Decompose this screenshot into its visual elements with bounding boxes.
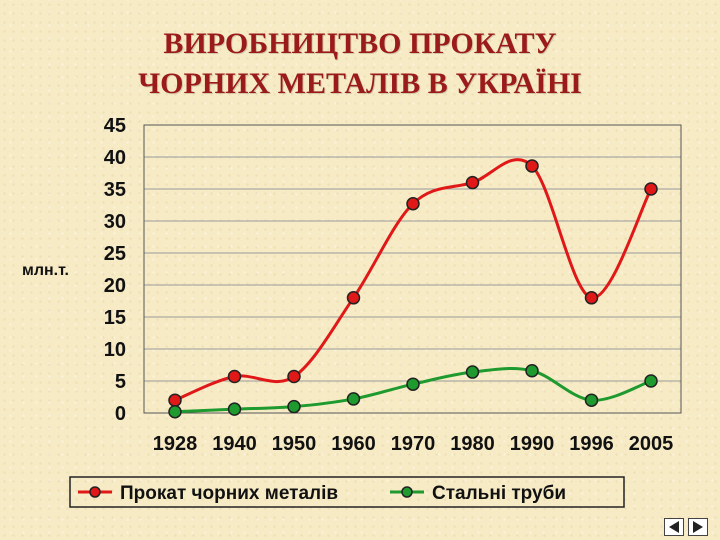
y-tick-label: 5 (115, 371, 126, 393)
data-point (644, 182, 658, 196)
series (168, 158, 658, 419)
y-tick-label: 0 (115, 403, 126, 425)
data-point (227, 369, 242, 384)
series-1 (168, 158, 658, 407)
x-axis-ticks: 1928 1940 1950 1960 1970 1980 1990 1996 2005 (153, 433, 674, 455)
legend-box (69, 476, 625, 508)
data-point (168, 404, 182, 419)
data-point (644, 374, 658, 388)
series-2 (168, 364, 658, 419)
x-tick-label: 1950 (272, 433, 317, 455)
x-tick-label: 1960 (331, 433, 376, 455)
y-tick-label: 35 (104, 179, 126, 201)
slide-title: ВИРОБНИЦТВО ПРОКАТУ ЧОРНИХ МЕТАЛІВ В УКР… (0, 24, 720, 104)
gridlines (144, 156, 681, 382)
x-tick-label: 2005 (629, 433, 674, 455)
y-tick-label: 20 (104, 275, 126, 297)
data-point (287, 369, 301, 384)
y-tick-label: 30 (104, 211, 126, 233)
legend-swatch-marker (89, 486, 101, 498)
data-point (168, 393, 182, 407)
legend-label: Прокат чорних металів (120, 483, 338, 504)
y-tick-label: 10 (104, 339, 126, 361)
x-tick-label: 1940 (212, 433, 257, 455)
x-tick-label: 1996 (569, 433, 614, 455)
data-point (525, 364, 539, 378)
x-tick-label: 1928 (153, 433, 198, 455)
data-point (346, 392, 361, 406)
series-line (174, 158, 653, 402)
y-axis-ticks: 0 5 10 15 20 25 30 35 40 45 (104, 115, 126, 425)
x-tick-label: 1980 (450, 433, 495, 455)
data-point (584, 291, 599, 305)
y-axis-label: млн.т. (22, 262, 69, 279)
next-slide-button[interactable] (688, 518, 708, 536)
previous-slide-button[interactable] (664, 518, 684, 536)
plot-area (143, 124, 682, 414)
legend-label: Стальні труби (432, 483, 566, 504)
data-point (287, 399, 301, 414)
x-tick-label: 1990 (510, 433, 555, 455)
triangle-right-icon (693, 521, 703, 533)
title-line-1: ВИРОБНИЦТВО ПРОКАТУ (163, 27, 557, 60)
y-tick-label: 45 (104, 115, 126, 137)
title-line-2: ЧОРНИХ МЕТАЛІВ В УКРАЇНІ (138, 67, 582, 100)
data-point (227, 402, 242, 416)
data-point (406, 377, 420, 391)
x-tick-label: 1970 (391, 433, 436, 455)
data-point (406, 196, 420, 211)
y-tick-label: 15 (104, 307, 126, 329)
data-point (465, 365, 480, 379)
data-point (346, 291, 361, 305)
data-point (584, 393, 599, 407)
data-point (525, 159, 539, 173)
legend: Прокат чорних металів Стальні труби (69, 476, 625, 508)
triangle-left-icon (669, 521, 679, 533)
data-point (465, 175, 480, 190)
legend-swatch-marker (401, 486, 413, 498)
y-tick-label: 25 (104, 243, 126, 265)
y-tick-label: 40 (104, 147, 126, 169)
